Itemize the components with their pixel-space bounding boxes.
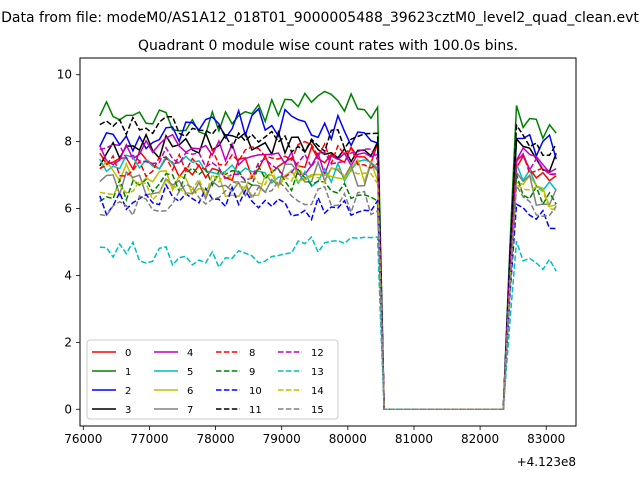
legend-label-6: 6 <box>187 386 193 397</box>
y-tick-label: 4 <box>64 268 72 282</box>
y-tick-label: 6 <box>64 202 72 216</box>
chart-title: Quadrant 0 module wise count rates with … <box>138 38 518 54</box>
legend-label-5: 5 <box>187 367 193 378</box>
legend-label-7: 7 <box>187 405 193 416</box>
legend-label-2: 2 <box>125 386 131 397</box>
x-tick-label: 82000 <box>461 432 499 446</box>
series-line-12 <box>99 143 557 411</box>
legend-label-10: 10 <box>249 386 262 397</box>
legend-label-14: 14 <box>311 386 324 397</box>
legend-label-11: 11 <box>249 405 262 416</box>
legend-label-3: 3 <box>125 405 131 416</box>
y-tick-label: 0 <box>64 402 72 416</box>
y-tick-label: 8 <box>64 135 72 149</box>
axes-frame <box>79 57 577 427</box>
y-tick-label: 2 <box>64 335 72 349</box>
x-tick-label: 80000 <box>329 432 367 446</box>
x-axis: 76000 77000 78000 79000 80000 81000 82000 83000 <box>64 426 565 446</box>
legend-label-15: 15 <box>311 405 324 416</box>
legend-frame <box>86 339 339 420</box>
x-tick-label: 79000 <box>263 432 301 446</box>
x-tick-label: 81000 <box>395 432 433 446</box>
x-tick-label: 76000 <box>64 432 102 446</box>
legend-label-0: 0 <box>125 348 131 359</box>
x-tick-label: 77000 <box>130 432 168 446</box>
x-tick-label: 83000 <box>527 432 565 446</box>
legend-label-1: 1 <box>125 367 131 378</box>
figure-suptitle: Data from file: modeM0/AS1A12_018T01_900… <box>1 10 639 26</box>
legend-label-13: 13 <box>311 367 324 378</box>
series-line-15 <box>99 180 557 411</box>
legend-label-9: 9 <box>249 367 255 378</box>
y-axis: 0 2 4 6 8 10 <box>57 68 80 416</box>
legend-label-8: 8 <box>249 348 255 359</box>
series-layer <box>99 90 557 411</box>
x-axis-offset-label: +4.123e8 <box>517 455 576 469</box>
legend-label-12: 12 <box>311 348 324 359</box>
y-tick-label: 10 <box>57 68 72 82</box>
x-tick-label: 78000 <box>196 432 234 446</box>
series-line-10 <box>99 182 557 411</box>
legend-label-4: 4 <box>187 348 193 359</box>
